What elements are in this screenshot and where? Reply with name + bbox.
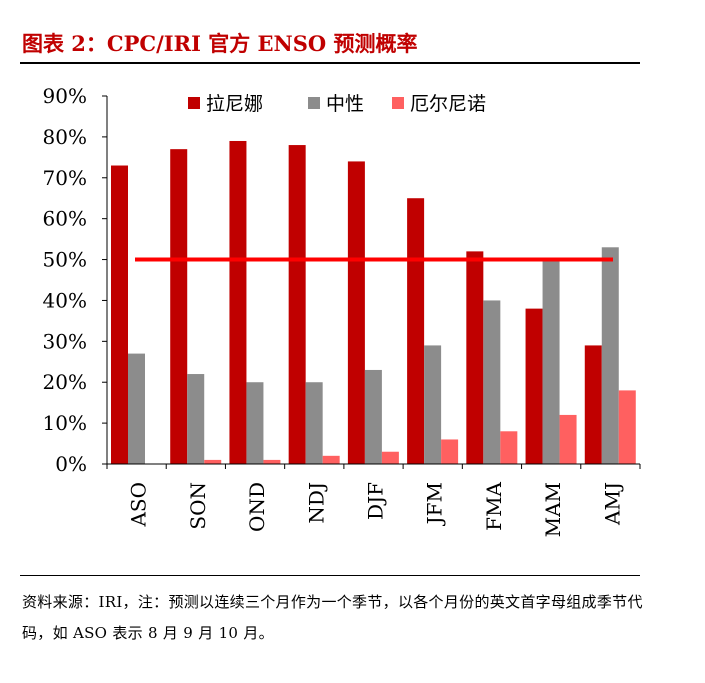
x-tick-label: OND bbox=[245, 482, 269, 532]
y-tick-label: 10% bbox=[43, 411, 87, 435]
y-tick-label: 50% bbox=[43, 248, 87, 272]
bar-mam-2 bbox=[559, 414, 577, 464]
bar-ndj-2 bbox=[322, 455, 340, 464]
bar-jfm-0 bbox=[407, 198, 425, 464]
y-tick-label: 60% bbox=[43, 207, 87, 231]
bar-fma-1 bbox=[483, 300, 501, 464]
bar-djf-1 bbox=[364, 369, 382, 464]
x-tick-label: NDJ bbox=[304, 482, 328, 524]
bar-jfm-1 bbox=[424, 345, 442, 464]
bar-aso-1 bbox=[128, 353, 145, 464]
bar-ond-0 bbox=[229, 140, 247, 464]
bar-ndj-1 bbox=[305, 382, 323, 464]
bar-djf-2 bbox=[381, 451, 399, 464]
x-tick-label: SON bbox=[186, 482, 210, 530]
source-note: 资料来源：IRI，注：预测以连续三个月作为一个季节，以各个月份的英文首字母组成季… bbox=[22, 593, 643, 642]
bar-son-1 bbox=[187, 374, 205, 464]
x-tick-label: DJF bbox=[364, 482, 388, 520]
bar-fma-0 bbox=[466, 251, 484, 464]
bar-ndj-0 bbox=[288, 145, 306, 465]
bar-son-0 bbox=[170, 149, 188, 464]
y-tick-label: 0% bbox=[55, 452, 87, 476]
legend-swatch-2 bbox=[392, 97, 404, 109]
bar-ond-2 bbox=[263, 459, 281, 464]
legend-label-2: 厄尔尼诺 bbox=[410, 93, 486, 115]
bar-son-2 bbox=[204, 459, 222, 464]
bar-amj-1 bbox=[601, 247, 619, 464]
chart-title: 图表 2：CPC/IRI 官方 ENSO 预测概率 bbox=[22, 31, 418, 56]
bar-djf-0 bbox=[347, 161, 365, 464]
bar-mam-1 bbox=[542, 259, 560, 464]
bar-ond-1 bbox=[246, 382, 264, 464]
bar-amj-2 bbox=[618, 390, 636, 464]
source-divider bbox=[20, 575, 640, 576]
x-tick-label: ASO bbox=[127, 482, 151, 528]
x-tick-label: JFM bbox=[423, 482, 447, 526]
title-divider bbox=[20, 62, 640, 64]
y-tick-label: 30% bbox=[43, 329, 87, 353]
bar-mam-0 bbox=[525, 308, 543, 464]
x-tick-label: MAM bbox=[541, 482, 565, 537]
y-tick-label: 80% bbox=[43, 125, 87, 149]
x-tick-label: FMA bbox=[482, 481, 506, 530]
y-tick-label: 20% bbox=[43, 370, 87, 394]
y-tick-label: 70% bbox=[43, 166, 87, 190]
bar-jfm-2 bbox=[441, 439, 459, 464]
bar-aso-0 bbox=[111, 165, 128, 464]
legend-swatch-1 bbox=[308, 97, 320, 109]
enso-probability-chart: 0% 10% 20% 30% 40% 50% 60% 70% 80% 90% ASO SON OND ND… bbox=[43, 84, 641, 537]
legend-label-1: 中性 bbox=[326, 93, 364, 115]
x-tick-label: AMJ bbox=[600, 482, 624, 526]
y-tick-label: 40% bbox=[43, 288, 87, 312]
bar-fma-2 bbox=[500, 431, 518, 464]
legend-swatch-0 bbox=[188, 97, 200, 109]
y-tick-label: 90% bbox=[43, 84, 87, 108]
bar-amj-0 bbox=[584, 345, 602, 464]
legend-label-0: 拉尼娜 bbox=[206, 93, 263, 115]
